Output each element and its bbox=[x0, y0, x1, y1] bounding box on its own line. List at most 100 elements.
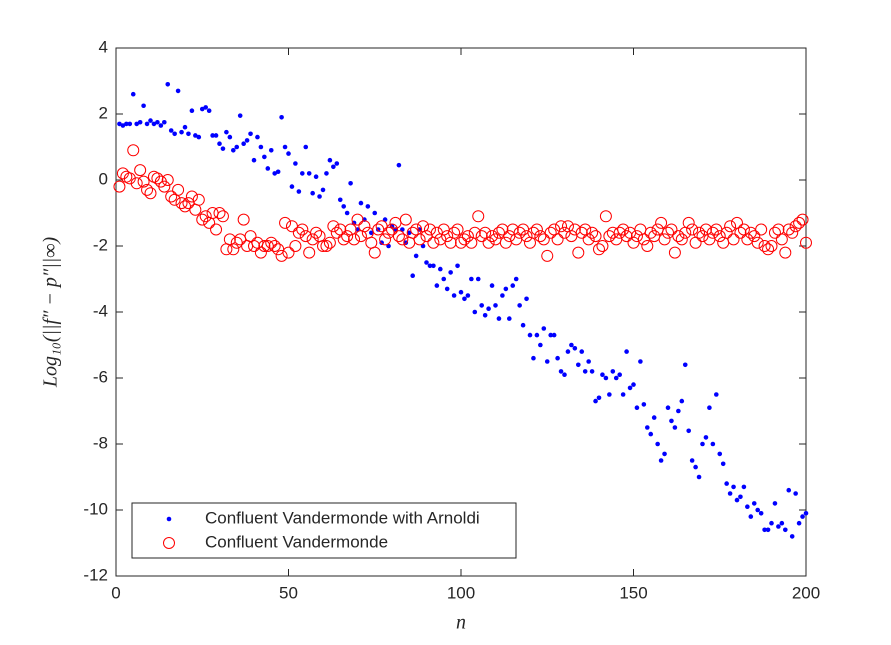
point bbox=[241, 141, 246, 146]
legend-label: Confluent Vandermonde with Arnoldi bbox=[205, 508, 480, 527]
point bbox=[758, 240, 771, 252]
point bbox=[303, 246, 316, 259]
point bbox=[800, 514, 805, 519]
point bbox=[275, 249, 288, 262]
point bbox=[786, 487, 792, 493]
point bbox=[472, 210, 485, 223]
point bbox=[651, 415, 657, 420]
point bbox=[300, 171, 305, 176]
point bbox=[541, 326, 547, 331]
point bbox=[272, 171, 278, 176]
point bbox=[755, 507, 760, 513]
x-tick-label: 50 bbox=[279, 583, 298, 602]
point bbox=[617, 223, 630, 236]
point bbox=[586, 226, 599, 239]
point bbox=[645, 425, 650, 430]
point bbox=[789, 220, 802, 233]
point bbox=[327, 220, 340, 233]
point bbox=[524, 296, 529, 302]
point bbox=[755, 223, 768, 236]
point bbox=[268, 148, 274, 153]
point bbox=[641, 402, 647, 407]
point bbox=[206, 108, 212, 113]
y-axis-label: Log₁₀(||f″ − p″||∞) bbox=[40, 237, 62, 389]
point bbox=[141, 103, 146, 109]
point bbox=[796, 213, 809, 226]
y-tick-label: 4 bbox=[99, 37, 108, 56]
point bbox=[351, 213, 364, 226]
point bbox=[130, 91, 136, 97]
point bbox=[341, 230, 354, 243]
point bbox=[668, 246, 681, 259]
point bbox=[461, 230, 474, 243]
point bbox=[313, 174, 319, 179]
point bbox=[803, 511, 809, 516]
point bbox=[165, 190, 178, 203]
point bbox=[603, 375, 609, 381]
point bbox=[220, 146, 226, 151]
point bbox=[196, 134, 202, 140]
point bbox=[331, 164, 336, 170]
point bbox=[596, 395, 602, 401]
point bbox=[634, 405, 640, 411]
point bbox=[530, 223, 543, 236]
point bbox=[665, 405, 671, 411]
point bbox=[527, 226, 540, 239]
point bbox=[599, 210, 612, 223]
point bbox=[655, 216, 668, 229]
point bbox=[738, 494, 743, 500]
point bbox=[468, 226, 481, 239]
point bbox=[745, 504, 750, 510]
point bbox=[424, 260, 429, 265]
point bbox=[337, 233, 350, 246]
point bbox=[679, 398, 685, 404]
point bbox=[341, 204, 347, 209]
point bbox=[741, 484, 747, 490]
point bbox=[327, 157, 333, 163]
point bbox=[765, 527, 771, 533]
point bbox=[779, 520, 785, 526]
point bbox=[210, 133, 215, 138]
point bbox=[120, 123, 126, 128]
point bbox=[282, 144, 288, 150]
point bbox=[179, 129, 184, 135]
point bbox=[503, 286, 509, 292]
point bbox=[358, 200, 364, 206]
point bbox=[707, 405, 712, 411]
point bbox=[520, 230, 533, 243]
point bbox=[772, 501, 778, 506]
point bbox=[155, 119, 160, 125]
point bbox=[675, 233, 688, 246]
point bbox=[572, 246, 585, 259]
point bbox=[117, 121, 122, 127]
point bbox=[544, 226, 557, 239]
point bbox=[431, 263, 436, 269]
point bbox=[231, 148, 236, 153]
point bbox=[586, 359, 591, 364]
point bbox=[199, 106, 205, 112]
point bbox=[134, 164, 147, 177]
point bbox=[665, 223, 678, 236]
point bbox=[441, 230, 454, 243]
point bbox=[413, 253, 419, 259]
point bbox=[555, 220, 568, 233]
point bbox=[751, 501, 757, 506]
point bbox=[762, 527, 767, 533]
point bbox=[396, 162, 402, 168]
point bbox=[162, 119, 167, 125]
point bbox=[534, 332, 540, 338]
point bbox=[196, 213, 209, 226]
point bbox=[748, 230, 761, 243]
point bbox=[213, 207, 226, 219]
point bbox=[676, 408, 681, 414]
point bbox=[296, 223, 309, 236]
point bbox=[192, 193, 205, 206]
point bbox=[510, 283, 516, 288]
point bbox=[293, 161, 298, 166]
point bbox=[265, 166, 271, 171]
point bbox=[317, 194, 322, 199]
point bbox=[479, 303, 485, 308]
legend-marker bbox=[163, 537, 175, 549]
point bbox=[158, 180, 171, 193]
point bbox=[455, 236, 467, 249]
